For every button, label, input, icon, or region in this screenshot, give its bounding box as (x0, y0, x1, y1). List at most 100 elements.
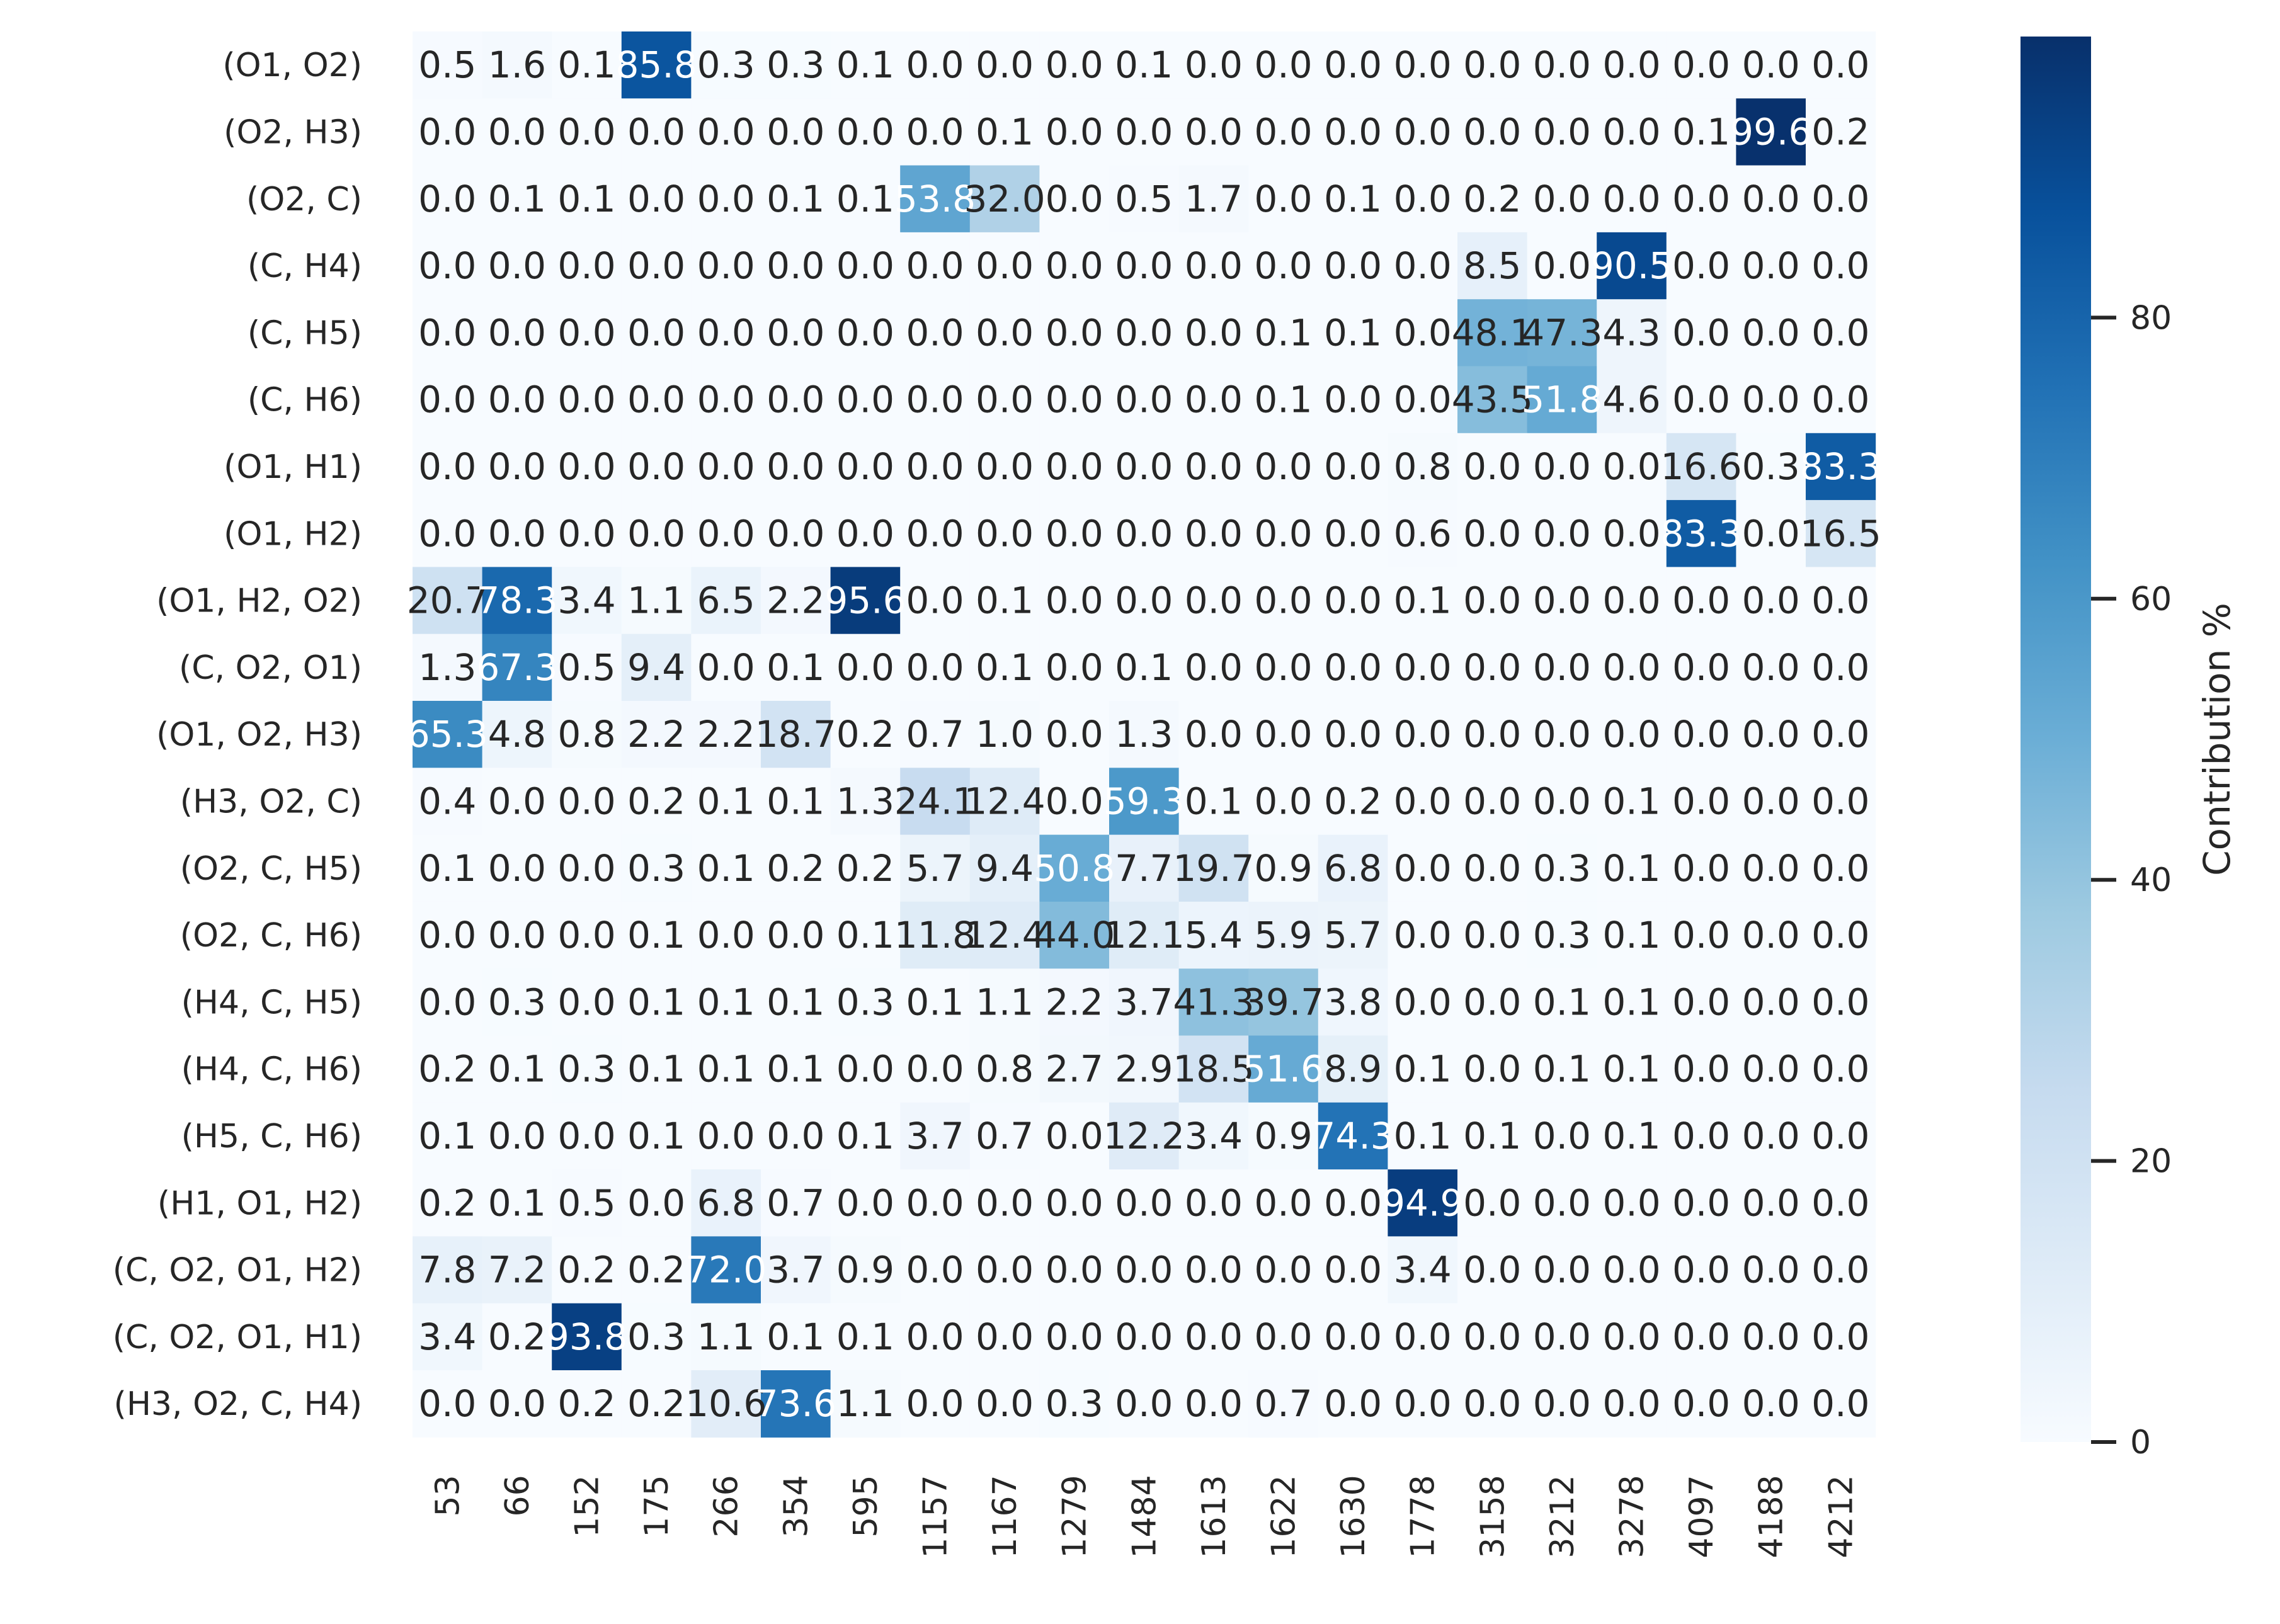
heatmap-cell (1248, 433, 1319, 501)
heatmap-cell (1109, 366, 1180, 434)
heatmap-cell-value: 0.3 (1533, 847, 1591, 890)
heatmap-cell (552, 366, 622, 434)
heatmap-cell-value: 53.8 (894, 178, 976, 220)
heatmap-cell (1597, 768, 1667, 836)
heatmap-cell-value: 0.0 (1324, 1181, 1382, 1224)
heatmap-cell (1388, 567, 1458, 635)
heatmap-cell-value: 0.0 (976, 512, 1034, 555)
heatmap-cell (969, 433, 1040, 501)
heatmap-cell-value: 0.0 (1394, 914, 1452, 957)
heatmap-cell (1457, 968, 1528, 1036)
heatmap-cell-value: 0.1 (1324, 311, 1382, 354)
heatmap-cell-value: 7.7 (1115, 847, 1173, 890)
heatmap-cell-value: 0.1 (1672, 110, 1730, 153)
heatmap-cell-value: 0.3 (767, 43, 824, 86)
heatmap-cell-value: 0.1 (697, 780, 755, 823)
heatmap-cell-value: 0.0 (1602, 1181, 1660, 1224)
heatmap-cell (1736, 834, 1806, 902)
heatmap-cell-value: 1.3 (1115, 713, 1173, 756)
heatmap-cell (830, 98, 901, 166)
heatmap-cell (1039, 1303, 1110, 1371)
heatmap-cell-value: 0.0 (1324, 512, 1382, 555)
heatmap-cell (1318, 98, 1388, 166)
heatmap-cell-value: 0.0 (488, 780, 546, 823)
heatmap-cell-value: 0.0 (1185, 646, 1243, 689)
heatmap-cell (1178, 901, 1249, 969)
heatmap-cell-value: 0.0 (1463, 847, 1521, 890)
heatmap-cell (621, 1370, 692, 1438)
heatmap-cell-value: 0.0 (488, 244, 546, 287)
heatmap-cell (761, 1102, 831, 1170)
heatmap-cell (1527, 500, 1597, 567)
heatmap-cell-value: 0.1 (557, 178, 615, 220)
heatmap-cell (621, 968, 692, 1036)
heatmap-cell-value: 0.0 (1394, 780, 1452, 823)
heatmap-cell (413, 834, 483, 902)
heatmap-cell (1736, 1035, 1806, 1103)
heatmap-cell-value: 0.1 (1602, 914, 1660, 957)
heatmap-cell (1666, 299, 1736, 367)
heatmap-cell (1597, 633, 1667, 701)
heatmap-cell-value: 16.6 (1661, 445, 1742, 488)
heatmap-cell (1736, 567, 1806, 635)
heatmap-cell (761, 232, 831, 300)
heatmap-cell (1248, 834, 1319, 902)
heatmap-cell (1666, 500, 1736, 567)
heatmap-cell (1736, 1370, 1806, 1438)
heatmap-cell (830, 901, 901, 969)
heatmap-cell (691, 834, 761, 902)
heatmap-cell (1527, 901, 1597, 969)
heatmap-cell-value: 0.1 (418, 847, 476, 890)
heatmap-cell (1527, 433, 1597, 501)
heatmap-cell (1388, 1169, 1458, 1237)
heatmap-cell (1318, 1236, 1388, 1304)
heatmap-cell-value: 0.1 (697, 847, 755, 890)
heatmap-cell (1736, 165, 1806, 233)
heatmap-cell (691, 31, 761, 99)
heatmap-cell (1178, 98, 1249, 166)
heatmap-cell-value: 0.0 (488, 445, 546, 488)
heatmap-cell (621, 433, 692, 501)
heatmap-cell-value: 0.1 (627, 914, 685, 957)
heatmap-cell-value: 0.0 (976, 43, 1034, 86)
heatmap-cell (691, 500, 761, 567)
heatmap-cell-value: 0.0 (697, 110, 755, 153)
heatmap-cell-value: 0.0 (697, 378, 755, 421)
heatmap-cell-value: 44.0 (1034, 914, 1115, 957)
heatmap-cell (413, 31, 483, 99)
heatmap-cell-value: 0.3 (1046, 1382, 1103, 1425)
heatmap-cell (1457, 366, 1528, 434)
x-tick-label: 1484 (1126, 1475, 1163, 1558)
heatmap-cell-value: 0.1 (1602, 847, 1660, 890)
heatmap-cell-value: 0.2 (836, 713, 894, 756)
heatmap-cell (1457, 901, 1528, 969)
heatmap-cell-value: 6.8 (697, 1181, 755, 1224)
heatmap-cell (830, 31, 901, 99)
heatmap-cell (1457, 299, 1528, 367)
heatmap-cell (1109, 567, 1180, 635)
heatmap-cell (1318, 1169, 1388, 1237)
heatmap-cell-value: 0.0 (1672, 311, 1730, 354)
heatmap-cell (1457, 633, 1528, 701)
heatmap-cell (1806, 567, 1876, 635)
heatmap-cell (761, 98, 831, 166)
colorbar-gradient (2021, 37, 2091, 1442)
heatmap-cell-value: 0.0 (1463, 445, 1521, 488)
heatmap-cell (1457, 1102, 1528, 1170)
heatmap-cell-value: 0.0 (1185, 378, 1243, 421)
heatmap-cell (830, 1370, 901, 1438)
heatmap-cell (1178, 633, 1249, 701)
heatmap-cell (552, 299, 622, 367)
heatmap-cell (552, 1303, 622, 1371)
heatmap-cell-value: 3.4 (418, 1315, 476, 1358)
heatmap-cell-value: 0.0 (1185, 1315, 1243, 1358)
heatmap-cell-value: 0.5 (557, 1181, 615, 1224)
heatmap-cell (1388, 834, 1458, 902)
heatmap-cell (621, 31, 692, 99)
heatmap-cell (1736, 366, 1806, 434)
heatmap-cell (1527, 834, 1597, 902)
heatmap-cell (900, 1102, 971, 1170)
heatmap-cell (1388, 232, 1458, 300)
heatmap-cell (1806, 768, 1876, 836)
heatmap-cell-value: 0.0 (1185, 1181, 1243, 1224)
